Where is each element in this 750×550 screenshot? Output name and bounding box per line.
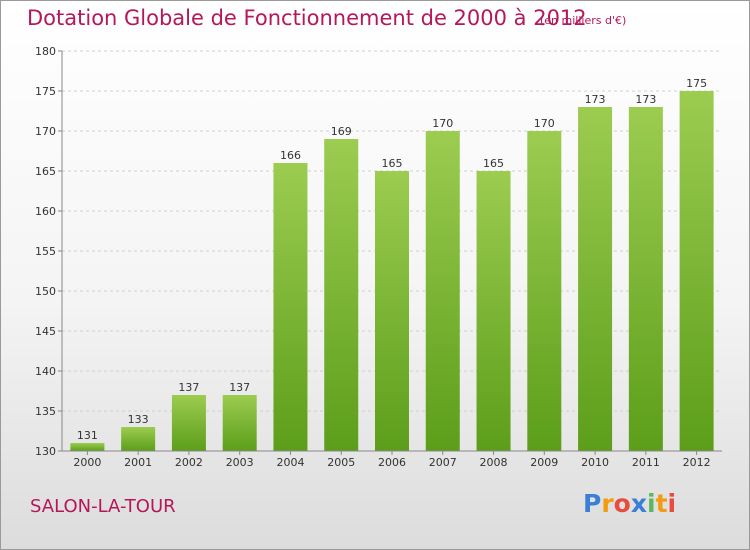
bar (121, 427, 156, 451)
data-label: 165 (483, 157, 504, 170)
bar (476, 171, 511, 451)
y-tick-label: 175 (35, 85, 56, 98)
bar (425, 131, 460, 451)
data-label: 137 (178, 381, 199, 394)
x-tick-label: 2005 (327, 456, 355, 469)
x-tick-label: 2007 (429, 456, 457, 469)
commune-name: SALON-LA-TOUR (30, 496, 176, 517)
data-label: 170 (534, 117, 555, 130)
bar (171, 395, 206, 451)
x-tick-label: 2000 (73, 456, 101, 469)
data-label: 173 (585, 93, 606, 106)
x-tick-label: 2012 (683, 456, 711, 469)
logo-letter: P (583, 489, 602, 518)
y-tick-label: 160 (35, 205, 56, 218)
bar (578, 107, 613, 451)
bar (324, 139, 359, 451)
logo-letter: r (601, 489, 614, 518)
logo-letter: i (667, 489, 677, 518)
chart-unit-label: (en milliers d'€) (540, 14, 627, 27)
y-tick-label: 145 (35, 325, 56, 338)
x-tick-label: 2002 (175, 456, 203, 469)
data-label: 175 (686, 77, 707, 90)
y-tick-label: 155 (35, 245, 56, 258)
proxiti-logo: Proxiti (583, 489, 676, 518)
data-label: 131 (77, 429, 98, 442)
y-tick-label: 180 (35, 45, 56, 58)
axes (58, 50, 722, 455)
data-label: 169 (331, 125, 352, 138)
x-tick-label: 2004 (276, 456, 304, 469)
x-tick-label: 2001 (124, 456, 152, 469)
bar (628, 107, 663, 451)
data-label: 173 (635, 93, 656, 106)
bar (527, 131, 562, 451)
data-label: 166 (280, 149, 301, 162)
bar (273, 163, 308, 451)
logo-letter: x (630, 489, 647, 518)
data-label: 137 (229, 381, 250, 394)
data-label: 133 (128, 413, 149, 426)
y-tick-label: 165 (35, 165, 56, 178)
x-tick-label: 2011 (632, 456, 660, 469)
logo-letter: t (655, 489, 668, 518)
chart-title: Dotation Globale de Fonctionnement de 20… (27, 6, 587, 30)
x-tick-label: 2008 (480, 456, 508, 469)
data-label: 170 (432, 117, 453, 130)
bar (70, 443, 105, 451)
y-tick-label: 130 (35, 445, 56, 458)
y-tick-label: 170 (35, 125, 56, 138)
bar (222, 395, 257, 451)
x-tick-label: 2006 (378, 456, 406, 469)
logo-letter: o (613, 489, 631, 518)
x-tick-label: 2009 (530, 456, 558, 469)
bar (679, 91, 714, 451)
x-tick-label: 2003 (226, 456, 254, 469)
y-tick-label: 150 (35, 285, 56, 298)
data-label: 165 (382, 157, 403, 170)
logo-letter: i (647, 489, 656, 518)
bar (375, 171, 409, 451)
x-tick-label: 2010 (581, 456, 609, 469)
labels: 130 135 140 145 150 155 160 165 170 175 180 2000 131… (35, 45, 711, 469)
bars (70, 91, 714, 451)
y-tick-label: 135 (35, 405, 56, 418)
y-tick-label: 140 (35, 365, 56, 378)
